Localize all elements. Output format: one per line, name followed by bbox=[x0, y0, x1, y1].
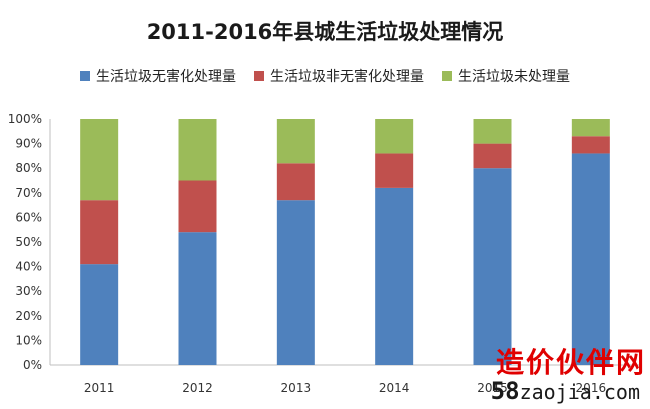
x-tick-label: 2014 bbox=[379, 381, 410, 395]
y-tick-label: 20% bbox=[15, 309, 42, 323]
bar-segment-untreated bbox=[473, 119, 512, 144]
watermark-url-domain: zaojia.com bbox=[519, 380, 640, 404]
watermark-url: 58zaojia.com bbox=[491, 377, 640, 405]
y-tick-label: 90% bbox=[15, 137, 42, 151]
chart-legend: 生活垃圾无害化处理量 生活垃圾非无害化处理量 生活垃圾未处理量 bbox=[0, 66, 650, 86]
bar-segment-harmless bbox=[276, 200, 315, 365]
bar-segment-harmless bbox=[473, 168, 512, 365]
legend-label-harmless: 生活垃圾无害化处理量 bbox=[96, 69, 236, 85]
x-tick-label: 2016 bbox=[576, 381, 607, 395]
bar-segment-untreated bbox=[375, 119, 414, 154]
bar-segment-untreated bbox=[178, 119, 217, 181]
y-tick-label: 70% bbox=[15, 186, 42, 200]
bar-segment-untreated bbox=[571, 119, 610, 137]
x-tick-label: 2011 bbox=[84, 381, 115, 395]
bar-segment-non-harmless bbox=[276, 163, 315, 201]
bar-segment-untreated bbox=[80, 119, 119, 201]
chart-title: 2011-2016年县城生活垃圾处理情况 bbox=[146, 20, 504, 44]
legend-swatch-harmless bbox=[80, 71, 90, 81]
bar-segment-non-harmless bbox=[178, 180, 217, 233]
legend-item-harmless: 生活垃圾无害化处理量 bbox=[80, 66, 236, 86]
y-tick-label: 80% bbox=[15, 161, 42, 175]
legend-swatch-non-harmless bbox=[254, 71, 264, 81]
bar-segment-harmless bbox=[80, 264, 119, 365]
bar-segment-harmless bbox=[178, 232, 217, 365]
legend-label-non-harmless: 生活垃圾非无害化处理量 bbox=[270, 69, 424, 85]
bar-segment-harmless bbox=[375, 187, 414, 365]
watermark-url-number: 58 bbox=[490, 377, 520, 405]
legend-swatch-untreated bbox=[442, 71, 452, 81]
x-tick-label: 2013 bbox=[281, 381, 312, 395]
y-tick-label: 50% bbox=[15, 235, 42, 249]
legend-label-untreated: 生活垃圾未处理量 bbox=[458, 69, 570, 85]
watermark-logo: 造价伙伴网 58zaojia.com bbox=[466, 341, 646, 407]
bar-segment-non-harmless bbox=[571, 136, 610, 154]
y-tick-label: 30% bbox=[15, 284, 42, 298]
y-tick-label: 10% bbox=[15, 333, 42, 347]
legend-item-non-harmless: 生活垃圾非无害化处理量 bbox=[254, 66, 424, 86]
x-tick-label: 2012 bbox=[182, 381, 213, 395]
x-tick-label: 2015 bbox=[477, 381, 508, 395]
watermark-title: 造价伙伴网 bbox=[495, 346, 646, 379]
y-tick-label: 60% bbox=[15, 210, 42, 224]
bar-segment-non-harmless bbox=[80, 200, 119, 265]
legend-item-untreated: 生活垃圾未处理量 bbox=[442, 66, 570, 86]
bar-segment-untreated bbox=[276, 119, 315, 164]
bar-segment-harmless bbox=[571, 153, 610, 365]
bar-segment-non-harmless bbox=[473, 143, 512, 169]
y-tick-label: 0% bbox=[23, 358, 42, 372]
y-tick-label: 100% bbox=[8, 112, 42, 126]
bar-segment-non-harmless bbox=[375, 153, 414, 188]
y-tick-label: 40% bbox=[15, 260, 42, 274]
